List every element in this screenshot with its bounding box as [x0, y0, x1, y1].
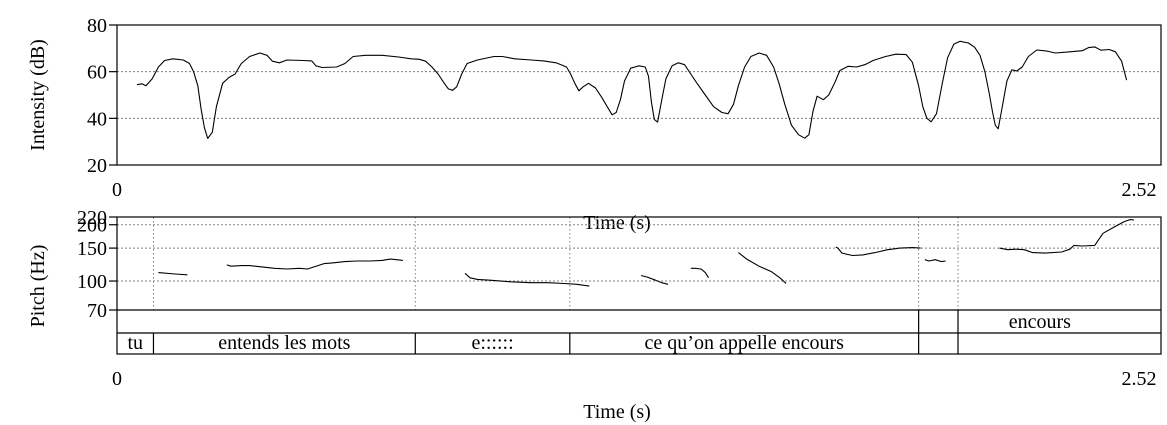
tier2-label: tu [127, 332, 143, 354]
tier2-label: e:::::: [471, 332, 513, 354]
pitch-y-axis-label: Pitch (Hz) [27, 245, 49, 328]
pitch-y-tick-label: 220 [77, 207, 107, 229]
intensity-y-tick-label: 60 [87, 62, 107, 84]
tier1-label: encours [1009, 311, 1071, 333]
intensity-y-tick-label: 20 [87, 155, 107, 177]
intensity-y-tick-label: 40 [87, 108, 107, 130]
pitch-contour-segment [924, 259, 946, 263]
pitch-y-tick-label: 100 [77, 271, 107, 293]
tier2-label: ce qu’on appelle encours [645, 332, 845, 354]
pitch-y-tick-label: 70 [87, 300, 107, 322]
pitch-contour-segment [690, 267, 710, 279]
pitch-contour-segment [464, 272, 590, 287]
pitch-plot-frame [116, 216, 1162, 355]
pitch-contour-segment [226, 258, 403, 270]
pitch-contour-segment [835, 246, 921, 257]
intensity-panel: 20 40 60 80 Intensity (dB) 0 2.52 Time (s) [27, 15, 1162, 234]
intensity-x-tick-start: 0 [112, 179, 122, 201]
pitch-y-tick-label: 150 [77, 238, 107, 260]
pitch-x-tick-end: 2.52 [1122, 368, 1157, 390]
intensity-plot-frame [116, 24, 1162, 166]
pitch-contour-segment [738, 252, 787, 284]
pitch-contour-segment [640, 274, 669, 285]
intensity-y-axis-label: Intensity (dB) [27, 39, 49, 151]
tier2-label: entends les mots [218, 332, 350, 354]
intensity-x-axis-label: Time (s) [583, 212, 651, 234]
pitch-contour-segment [158, 272, 188, 276]
pitch-contour-segment [999, 219, 1135, 254]
pitch-x-tick-start: 0 [112, 368, 122, 390]
intensity-x-tick-end: 2.52 [1122, 179, 1157, 201]
pitch-x-axis-label: Time (s) [583, 401, 651, 423]
pitch-y-tick-label: 200 [77, 215, 107, 237]
intensity-y-tick-label: 80 [87, 15, 107, 37]
intensity-curve [136, 40, 1128, 139]
